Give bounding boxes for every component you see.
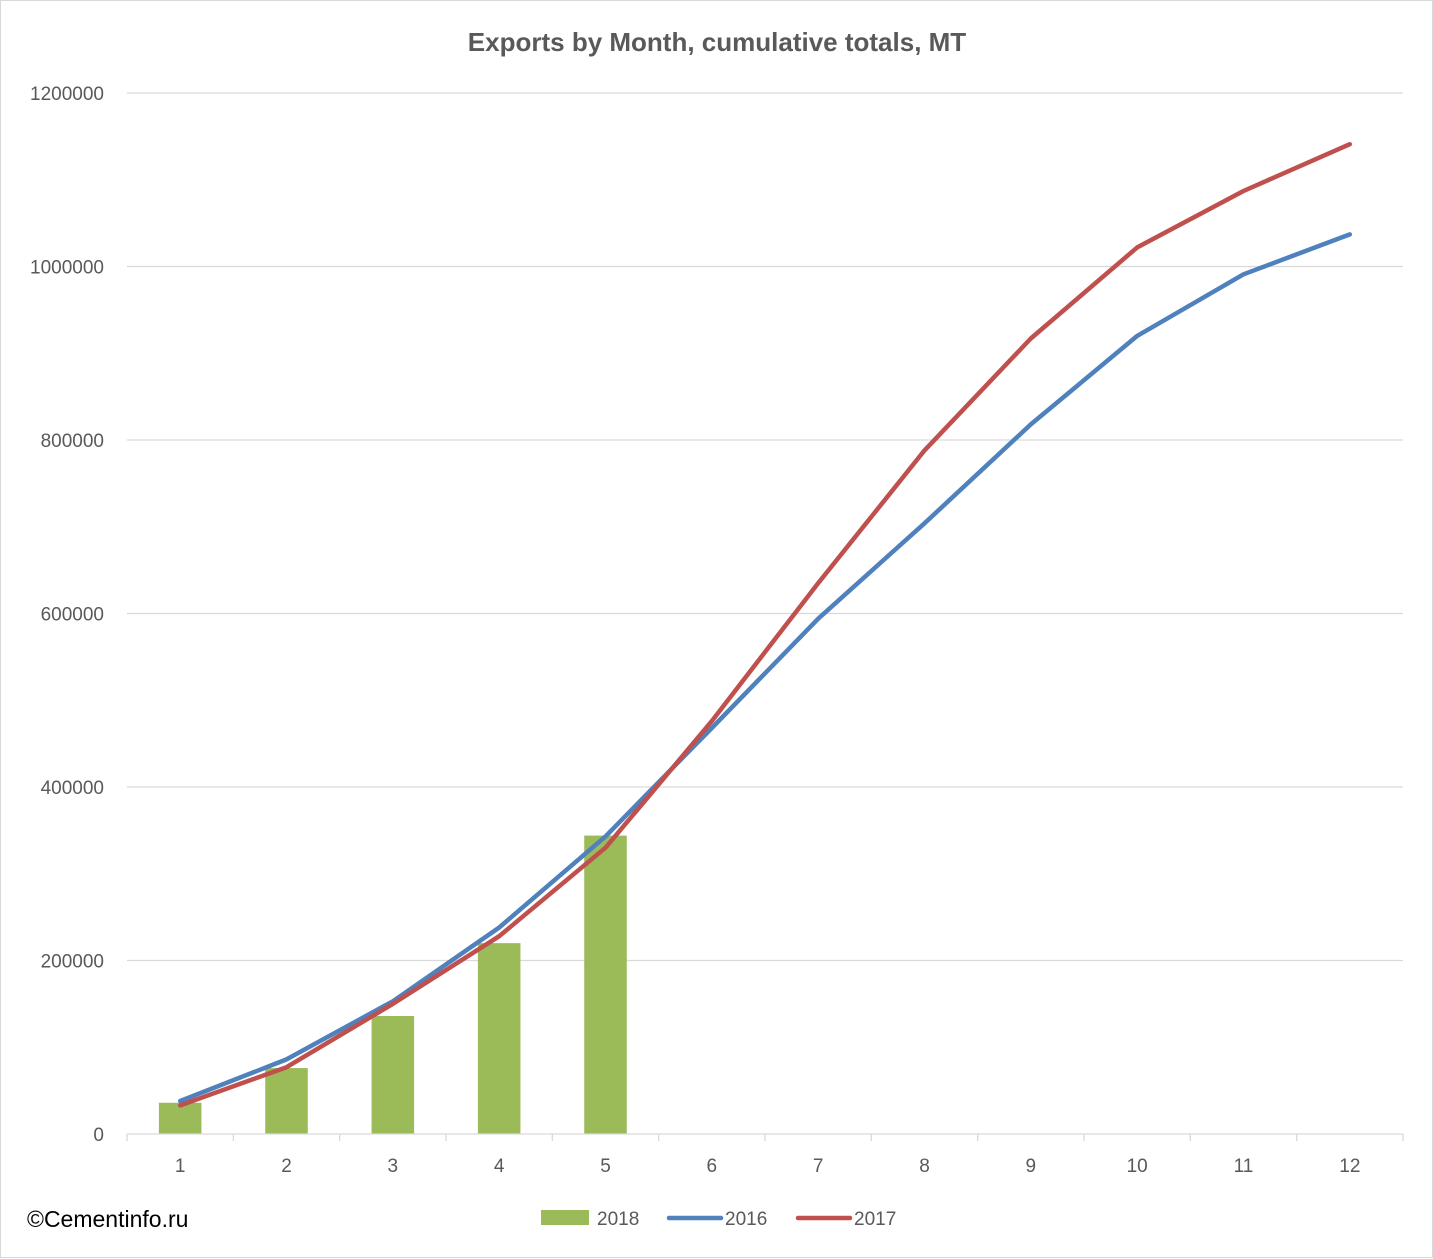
x-tick-label: 9 xyxy=(1026,1156,1037,1177)
x-tick-label: 8 xyxy=(919,1156,930,1177)
legend-item-2018: 2018 xyxy=(541,1209,639,1230)
x-axis-ticks: 1 2 3 4 5 6 7 8 9 10 11 12 xyxy=(175,1156,1361,1177)
y-tick-label: 1000000 xyxy=(30,258,104,279)
line-series-2016 xyxy=(177,232,1353,1104)
x-tick-label: 12 xyxy=(1339,1156,1360,1177)
lines xyxy=(177,141,1353,1108)
bars-2018 xyxy=(158,835,627,1134)
line-series-2017 xyxy=(177,141,1353,1108)
x-tick-label: 6 xyxy=(707,1156,718,1177)
bar-2018-5 xyxy=(584,835,627,1134)
chart-title: Exports by Month, cumulative totals, MT xyxy=(468,27,966,57)
bar-2018-3 xyxy=(371,1016,415,1134)
legend-item-2017: 2017 xyxy=(795,1209,896,1230)
x-tick-label: 7 xyxy=(813,1156,824,1177)
x-tick-label: 5 xyxy=(600,1156,611,1177)
bar-2018-2 xyxy=(265,1068,308,1134)
bar-2018-1 xyxy=(158,1102,202,1134)
gridlines xyxy=(127,92,1403,962)
legend-label-2018: 2018 xyxy=(597,1209,639,1230)
x-tick-label: 2 xyxy=(281,1156,292,1177)
x-tick-label: 11 xyxy=(1234,1156,1254,1177)
y-tick-label: 200000 xyxy=(41,952,104,973)
legend-label-2016: 2016 xyxy=(725,1209,767,1230)
y-tick-label: 0 xyxy=(93,1125,104,1146)
x-tick-label: 10 xyxy=(1127,1156,1148,1177)
x-tick-label: 4 xyxy=(494,1156,505,1177)
y-tick-label: 1200000 xyxy=(30,84,104,105)
x-tick-label: 3 xyxy=(388,1156,399,1177)
x-axis xyxy=(126,1133,1404,1141)
legend-label-2017: 2017 xyxy=(854,1209,896,1230)
x-tick-label: 1 xyxy=(175,1156,186,1177)
y-axis-ticks: 0 200000 400000 600000 800000 1000000 1200000 xyxy=(30,84,104,1146)
y-tick-label: 600000 xyxy=(41,605,104,626)
y-tick-label: 400000 xyxy=(41,778,104,799)
watermark-text: ©Cementinfo.ru xyxy=(27,1206,189,1232)
legend-item-2016: 2016 xyxy=(666,1209,767,1230)
y-tick-label: 800000 xyxy=(41,431,104,452)
legend: 2018 2016 2017 xyxy=(541,1209,896,1230)
bar-2018-4 xyxy=(477,943,521,1134)
legend-swatch-2018 xyxy=(541,1210,589,1225)
